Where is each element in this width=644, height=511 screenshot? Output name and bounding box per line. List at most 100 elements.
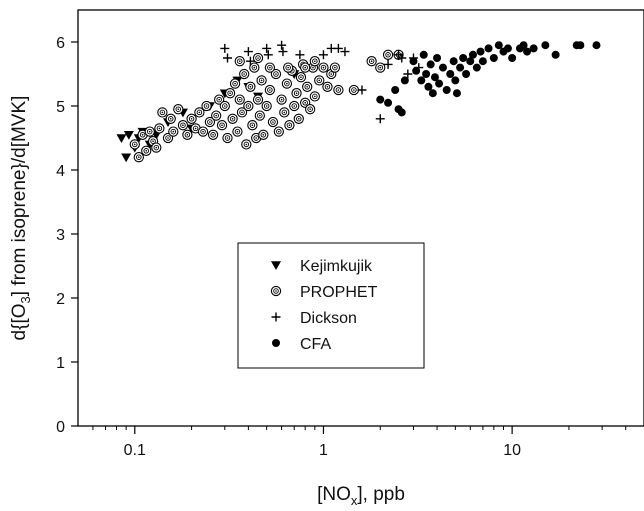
point-prophet [144,126,155,137]
point-cfa [472,63,481,72]
point-prophet [227,113,238,124]
point-dickson [397,53,407,63]
point-cfa [412,66,421,75]
point-cfa [442,86,451,94]
legend-marker-prophet [270,285,282,297]
point-cfa [438,63,447,72]
point-prophet [279,107,290,118]
point-cfa [541,41,550,50]
point-prophet [207,129,219,140]
point-prophet [258,129,269,140]
point-prophet [177,120,189,131]
x-tick-label: 0.1 [124,442,146,459]
point-dickson [220,43,230,53]
point-prophet [333,84,344,96]
point-prophet [249,62,260,73]
legend-marker-dickson [271,312,281,322]
point-cfa [424,82,433,91]
point-cfa [523,47,532,56]
point-prophet [133,152,144,163]
point-dickson [222,53,232,63]
point-prophet [264,84,276,96]
point-prophet [284,120,295,131]
point-prophet [247,120,258,131]
point-prophet [222,132,233,144]
legend-label-prophet: PROPHET [300,284,378,301]
point-prophet [382,49,394,60]
point-prophet [201,100,212,112]
point-prophet [182,129,193,140]
point-dickson [333,43,343,53]
point-cfa [446,70,455,78]
point-prophet [232,126,243,137]
point-cfa [400,76,409,85]
point-prophet [234,56,245,67]
point-prophet [216,120,228,131]
plot-frame [77,9,644,427]
legend-label-kejimkujik: Kejimkujik [300,258,373,275]
legend: Kejimkujik PROPHET Dickson CFA [237,242,425,369]
point-prophet [252,52,264,64]
point-prophet [295,72,307,83]
legend-label-dickson: Dickson [300,310,357,327]
point-prophet [157,107,168,118]
point-cfa [459,54,468,62]
point-prophet [211,110,222,121]
point-dickson [278,47,288,57]
point-prophet [264,62,276,73]
point-prophet [241,139,252,150]
point-prophet [329,62,341,73]
point-dickson [263,50,273,60]
y-axis-title: d{[O3] from isoprene}/d[MVK] [9,96,33,341]
point-prophet [273,126,284,137]
point-cfa [452,89,461,98]
point-prophet [309,56,320,67]
x-axis-ticks: 0.1 1 10 [124,426,521,459]
point-cfa [489,54,498,62]
point-prophet [165,113,176,124]
y-tick-label: 5 [56,99,65,116]
point-prophet [194,107,205,118]
point-dickson [295,50,305,60]
point-prophet [129,139,140,150]
point-prophet [270,68,282,80]
point-prophet [245,81,256,92]
x-tick-label: 1 [319,442,328,459]
point-cfa [391,86,400,94]
point-cfa [384,98,393,107]
point-cfa [428,89,437,98]
point-prophet [322,81,333,92]
point-dickson [403,69,413,79]
legend-label-cfa: CFA [300,336,331,353]
point-cfa [484,44,493,53]
point-prophet [229,78,241,89]
legend-marker-cfa [272,339,280,347]
point-prophet [281,78,293,89]
point-prophet [168,126,179,137]
point-prophet [366,56,377,67]
point-cfa [519,41,528,50]
point-cfa [466,57,475,66]
point-cfa [397,108,406,117]
point-prophet [283,62,294,73]
point-kejimkujik [116,134,127,143]
point-prophet [276,94,287,105]
x-axis-title: [NOx], ppb [317,484,405,508]
point-prophet [261,100,272,112]
point-prophet [219,100,230,112]
point-prophet [289,100,300,112]
point-prophet [309,91,320,102]
point-prophet [186,113,197,124]
point-prophet [224,88,236,99]
point-cfa [435,79,444,88]
point-prophet [291,88,302,99]
point-cfa [462,70,471,78]
x-tick-label: 10 [503,442,521,459]
legend-marker-kejimkujik [271,261,281,270]
point-prophet [375,62,386,73]
point-dickson [245,56,255,66]
point-prophet [293,113,304,124]
point-cfa [419,50,428,59]
y-tick-label: 4 [56,163,65,180]
